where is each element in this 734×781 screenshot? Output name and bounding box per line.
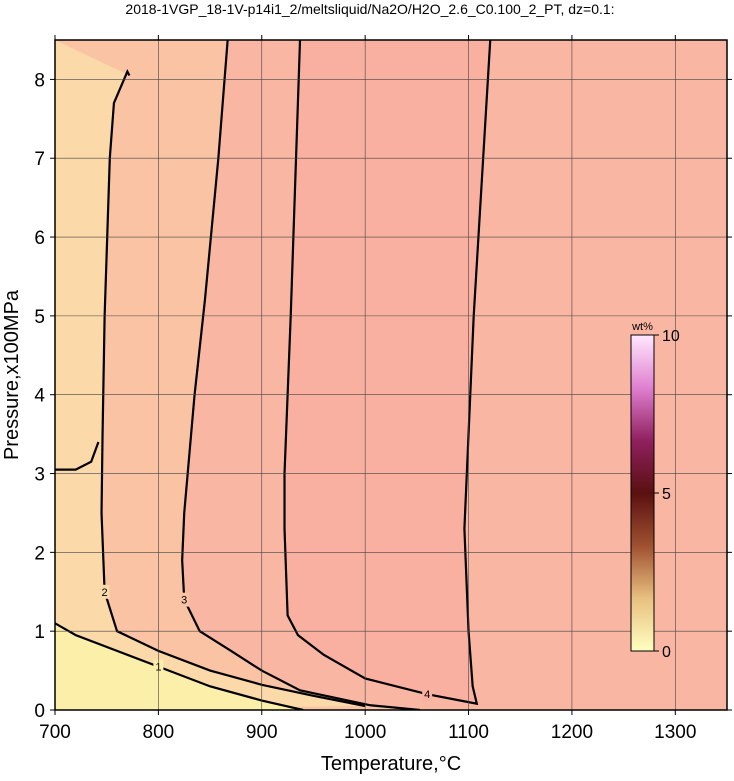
- contour-label-bg: [99, 584, 110, 599]
- y-tick-label: 7: [34, 149, 45, 170]
- y-tick-label: 8: [34, 70, 45, 91]
- chart-title: 2018-1VGP_18-1V-p14i1_2/meltsliquid/Na2O…: [125, 1, 614, 17]
- contour-label: 3: [181, 595, 187, 607]
- contour-label: 4: [424, 689, 430, 701]
- plot-frame: [54, 39, 728, 711]
- x-tick-label: 1200: [551, 722, 593, 743]
- colorbar-tick-label: 0: [662, 644, 671, 661]
- x-tick-label: 900: [246, 722, 278, 743]
- y-axis-label: Pressure,x100MPa: [1, 289, 23, 460]
- y-tick-label: 1: [34, 622, 45, 643]
- contour-label-bg: [179, 592, 190, 607]
- contour-fill: [284, 40, 491, 704]
- y-tick-label: 3: [34, 465, 45, 486]
- y-tick-label: 4: [34, 386, 45, 407]
- x-tick-label: 1100: [448, 722, 489, 743]
- y-tick-label: 2: [34, 543, 45, 564]
- colorbar-tick-label: 10: [662, 328, 680, 345]
- x-tick-label: 1000: [344, 722, 386, 743]
- colorbar-label: wt%: [631, 321, 653, 333]
- contour-label: 2: [102, 587, 108, 599]
- y-tick-label: 0: [34, 701, 45, 722]
- contour-fill: [55, 40, 420, 710]
- colorbar: [630, 334, 655, 652]
- x-tick-label: 1300: [654, 722, 696, 743]
- x-axis-label: Temperature,°C: [321, 753, 461, 775]
- colorbar-tick-label: 5: [662, 486, 671, 503]
- contour-fill: [55, 40, 304, 710]
- y-tick-label: 6: [34, 228, 45, 249]
- x-tick-label: 700: [39, 722, 71, 743]
- x-tick-label: 800: [143, 722, 175, 743]
- y-tick-label: 5: [34, 307, 45, 328]
- contour-label-bg: [422, 687, 433, 702]
